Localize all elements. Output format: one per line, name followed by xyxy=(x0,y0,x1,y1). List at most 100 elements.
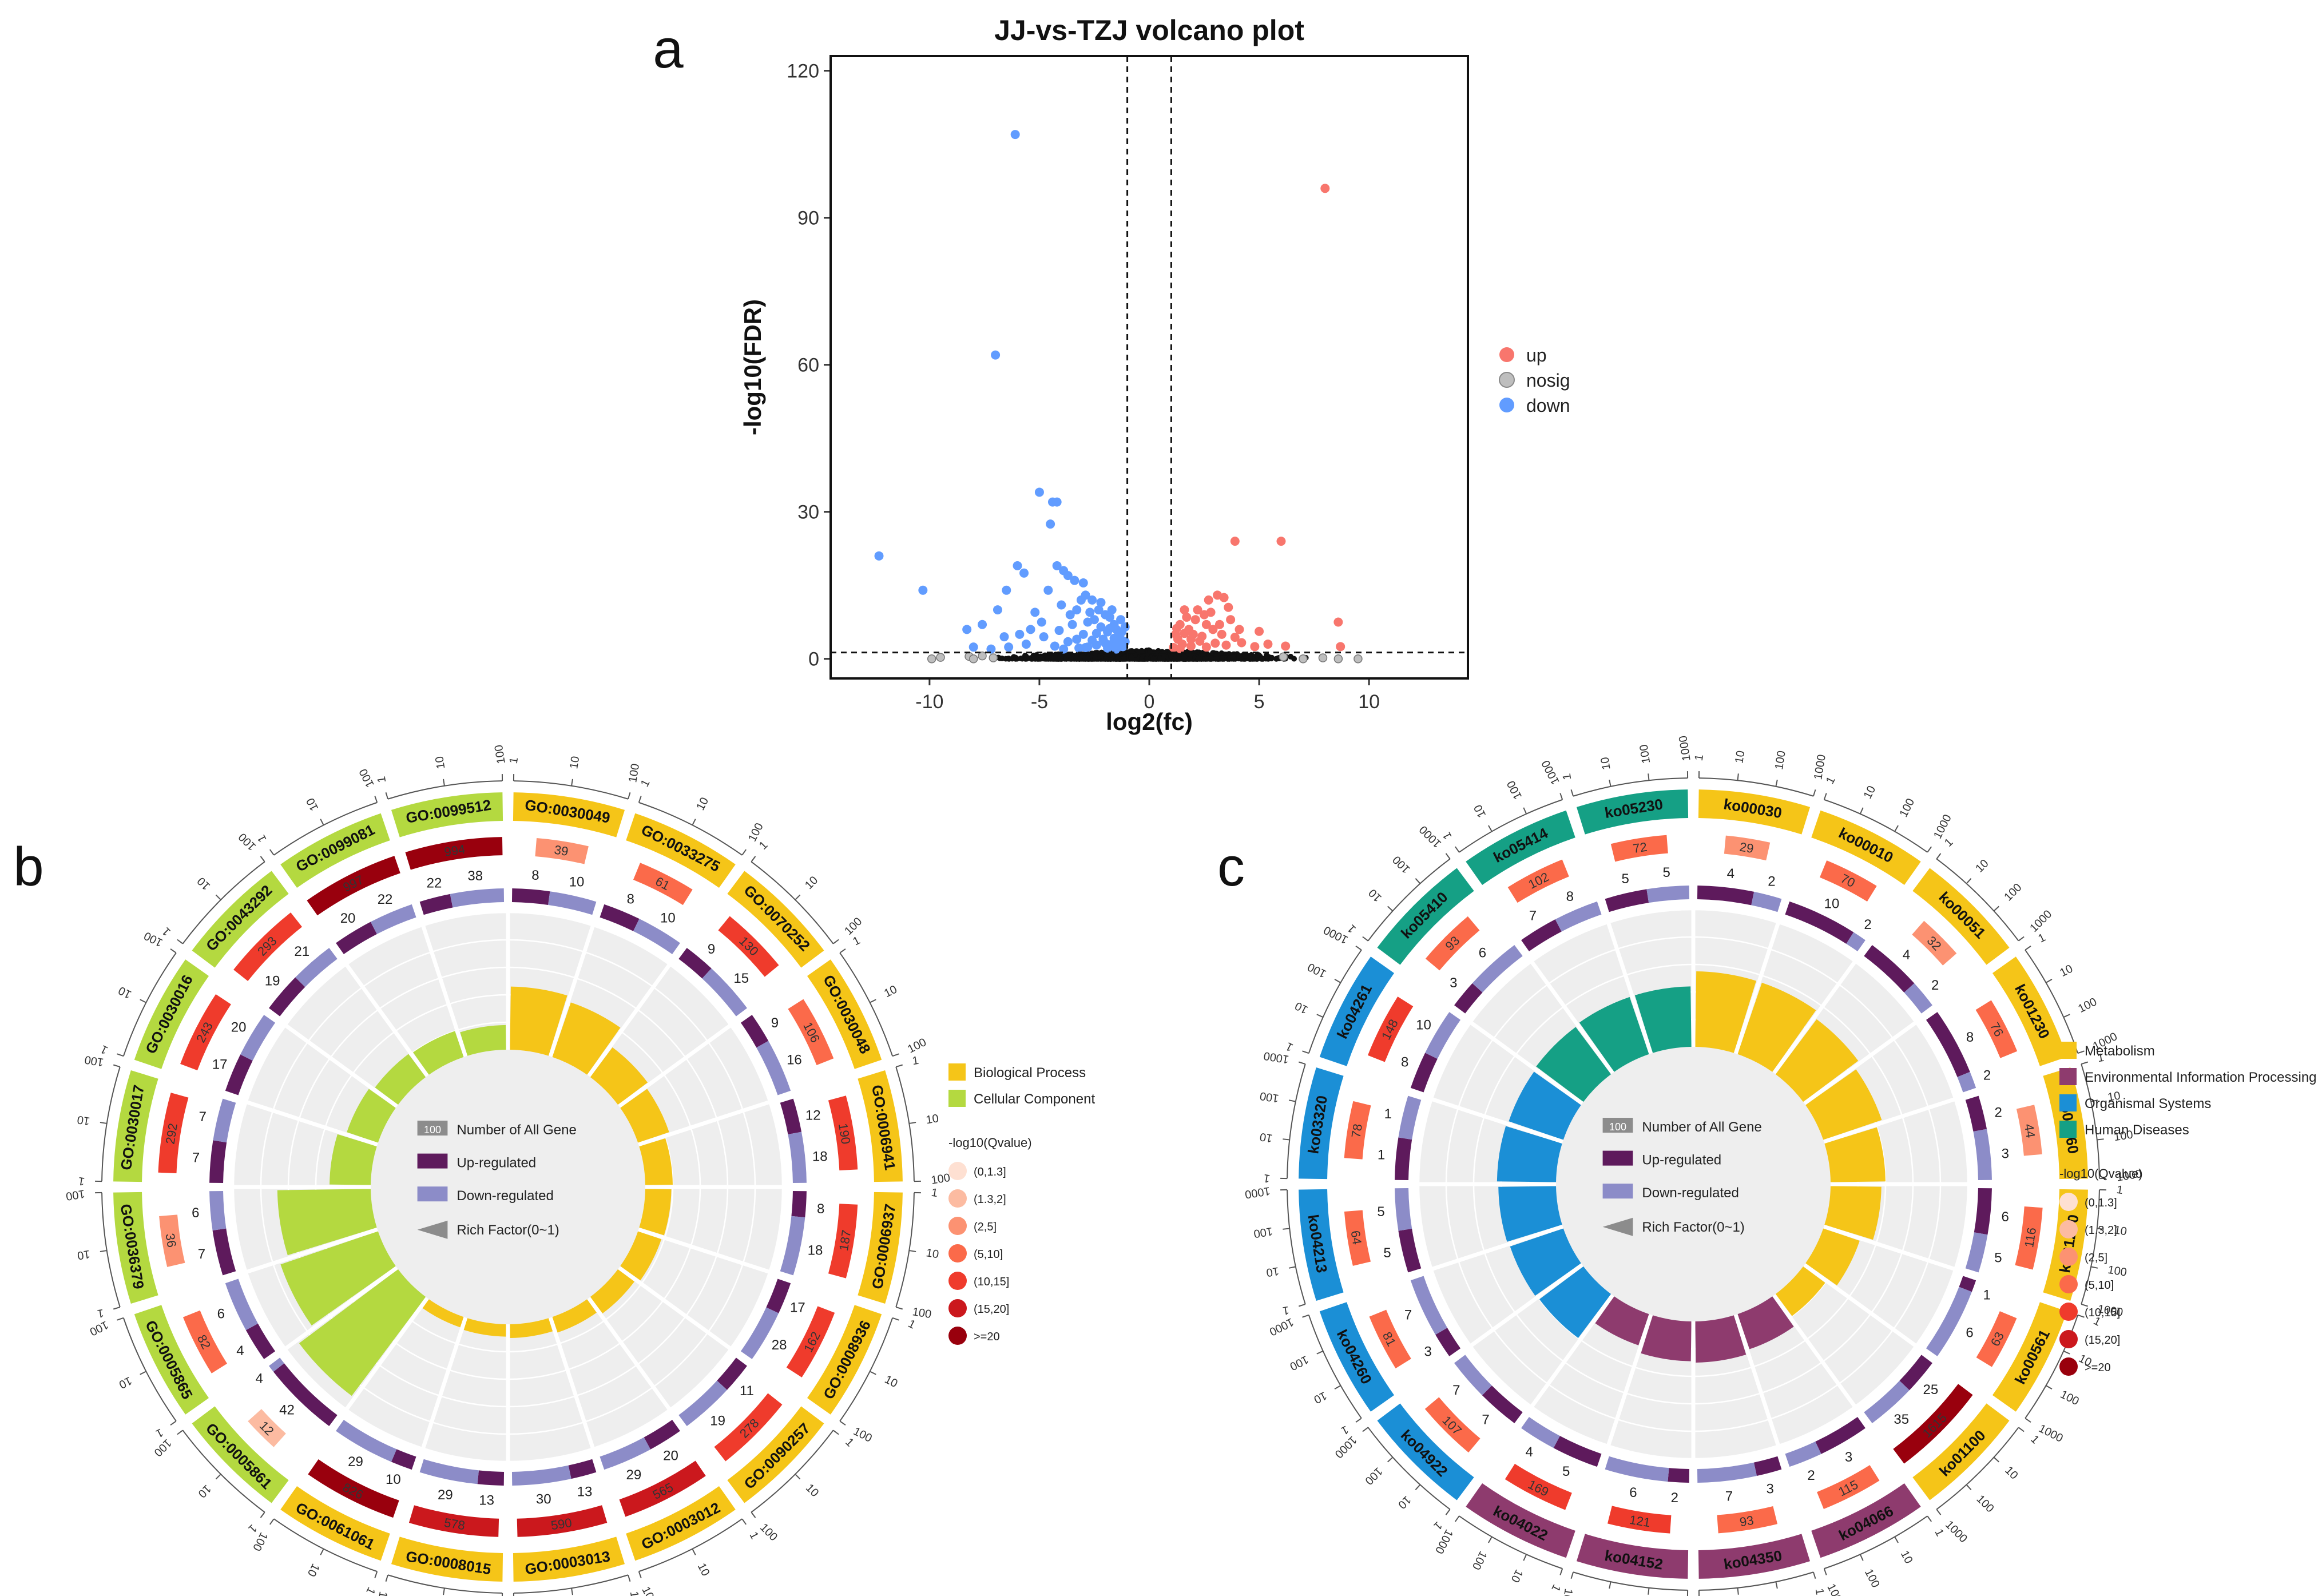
up-count: 8 xyxy=(817,1201,824,1217)
scale-tick xyxy=(1355,1418,1362,1423)
class-legend-label: Metabolism xyxy=(2085,1043,2155,1059)
scale-tick-label: 10 xyxy=(1366,886,1384,904)
down-point xyxy=(918,585,928,595)
scale-arc xyxy=(839,952,894,1057)
volcano-plot: JJ-vs-TZJ volcano plot log2(fc) -log10(FDR… xyxy=(739,14,1570,735)
scale-tick xyxy=(117,1053,124,1057)
nosig-point xyxy=(1299,654,1308,664)
sector-separator xyxy=(246,1100,378,1147)
scale-tick-label: 10 xyxy=(305,1562,322,1579)
gene-number-bar xyxy=(714,1393,783,1462)
nosig-point xyxy=(1092,650,1098,656)
scale-tick xyxy=(1316,1014,1324,1018)
scale-tick xyxy=(1993,906,1999,912)
scale-tick xyxy=(2063,1014,2070,1018)
up-regulated-segment xyxy=(336,922,377,955)
qvalue-legend-marker xyxy=(2059,1220,2078,1238)
scale-tick-label: 1000 xyxy=(1267,1315,1296,1338)
scale-tick xyxy=(1488,825,1493,832)
scale-tick-label: 100 xyxy=(1390,853,1412,876)
class-segment xyxy=(1319,1302,1395,1412)
down-point xyxy=(1120,622,1130,632)
down-point xyxy=(1015,629,1025,639)
scale-tick xyxy=(2025,945,2031,951)
up-point xyxy=(1180,605,1189,615)
gene-number-bar xyxy=(1610,835,1668,862)
rich-factor-bar xyxy=(1824,1127,1886,1182)
scale-tick-label: 100 xyxy=(1470,1549,1490,1572)
nosig-point xyxy=(1247,654,1253,660)
up-regulated-segment xyxy=(225,1054,253,1095)
class-segment xyxy=(1466,1483,1575,1558)
gene-number-label: 292 xyxy=(163,1122,180,1145)
down-point xyxy=(1094,605,1104,615)
scale-tick xyxy=(260,856,265,863)
scale-tick xyxy=(170,948,177,954)
gene-number-bar xyxy=(517,1505,608,1537)
nosig-point xyxy=(1150,656,1157,662)
scale-tick-label: 1 xyxy=(1339,1423,1351,1437)
down-count: 4 xyxy=(1526,1444,1533,1460)
down-point xyxy=(1101,638,1110,648)
scale-tick-label: 1 xyxy=(1813,1587,1826,1595)
scale-tick-label: 1 xyxy=(638,777,653,789)
scale-tick xyxy=(1570,789,1574,797)
sector-separator xyxy=(1803,1263,1917,1347)
sector-separator xyxy=(1606,1314,1653,1446)
y-axis-label: -log10(FDR) xyxy=(739,299,766,435)
nosig-point xyxy=(1333,654,1343,664)
scale-tick-label: 100 xyxy=(626,763,642,783)
down-regulated-segment xyxy=(678,1380,727,1426)
scale-tick-label: 1000 xyxy=(1558,1587,1575,1596)
scale-tick-label: 100 xyxy=(2058,1388,2081,1408)
down-regulated-segment xyxy=(1957,1071,1976,1093)
up-point xyxy=(1210,638,1220,648)
down-count: 30 xyxy=(536,1491,551,1507)
scale-tick-label: 100 xyxy=(2107,1264,2127,1279)
scale-tick-label: 10 xyxy=(1509,1567,1526,1585)
scale-tick xyxy=(260,1511,265,1518)
scale-tick-label: 10 xyxy=(1898,1549,1915,1566)
gene-number-bar xyxy=(159,1214,185,1267)
rich-factor-bar xyxy=(1536,1027,1611,1102)
qvalue-legend-marker xyxy=(948,1162,967,1180)
rich-factor-bar xyxy=(510,986,567,1056)
nosig-point xyxy=(1013,656,1019,662)
up-count: 8 xyxy=(1966,1030,1974,1045)
sector-separator xyxy=(284,1024,398,1108)
down-count: 22 xyxy=(378,892,393,907)
sector-separator xyxy=(246,1227,378,1274)
scale-arc xyxy=(1287,1189,1306,1305)
up-count: 5 xyxy=(1383,1245,1391,1261)
down-point xyxy=(1074,643,1084,653)
scale-tick xyxy=(1609,1581,1611,1589)
scale-tick-label: 1000 xyxy=(1539,758,1562,787)
class-segment xyxy=(1319,956,1395,1066)
down-regulated-segment xyxy=(548,891,597,915)
down-regulated-segment xyxy=(1472,945,1523,993)
up-point xyxy=(1221,640,1231,650)
down-regulated-segment xyxy=(1410,1276,1447,1335)
up-point xyxy=(1190,615,1200,625)
scale-tick-label: 10 xyxy=(695,1561,712,1578)
scale-tick xyxy=(1415,878,1421,884)
scale-tick xyxy=(1334,979,1341,983)
scale-tick-label: 10 xyxy=(925,1112,939,1126)
rich-factor-bar xyxy=(1737,982,1816,1072)
up-point xyxy=(1175,644,1185,653)
scale-tick-label: 100 xyxy=(374,1590,390,1596)
legend-rich-swatch xyxy=(1602,1217,1633,1236)
scale-tick-label: 1 xyxy=(1345,922,1358,935)
scale-arc xyxy=(1308,1315,1362,1419)
up-count: 5 xyxy=(1621,871,1629,887)
scale-tick-label: 10 xyxy=(1598,756,1613,771)
gene-number-bar xyxy=(1344,1101,1371,1160)
scale-tick xyxy=(795,1474,801,1480)
scale-tick xyxy=(1559,793,1563,800)
up-point xyxy=(1193,605,1202,615)
down-count: 10 xyxy=(1416,1018,1431,1033)
down-regulated-segment xyxy=(1646,886,1690,903)
scale-tick-label: 10 xyxy=(1973,857,1991,875)
